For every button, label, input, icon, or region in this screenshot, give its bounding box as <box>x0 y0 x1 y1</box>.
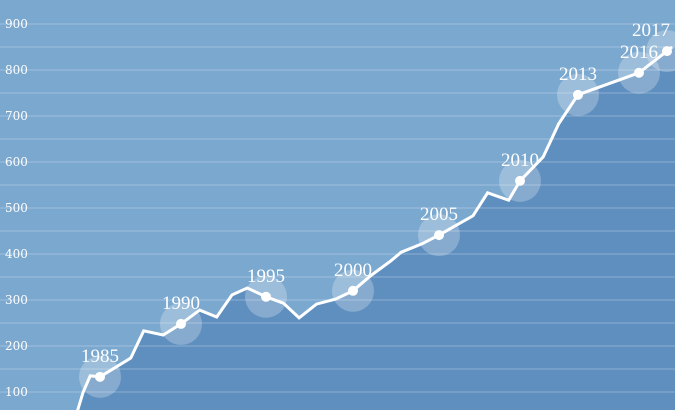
year-label: 1995 <box>247 266 285 287</box>
year-label: 2017 <box>632 20 670 41</box>
y-tick-label: 200 <box>5 339 28 353</box>
highlight-halo <box>646 30 675 73</box>
y-tick-label: 500 <box>5 201 28 215</box>
y-tick-label: 700 <box>5 109 28 123</box>
year-label: 2016 <box>620 42 658 63</box>
y-tick-label: 800 <box>5 63 28 77</box>
data-point-marker <box>95 371 105 382</box>
data-point-marker <box>348 285 358 296</box>
y-tick-label: 100 <box>5 385 28 399</box>
y-tick-label: 600 <box>5 155 28 169</box>
year-label: 2000 <box>334 260 372 281</box>
year-label: 2010 <box>501 150 539 171</box>
data-point-marker <box>634 67 644 78</box>
data-point-marker <box>573 89 583 100</box>
data-point-marker <box>434 230 444 241</box>
y-tick-label: 300 <box>5 293 28 307</box>
data-point-marker <box>662 46 672 57</box>
data-point-marker <box>176 318 186 329</box>
year-label: 1990 <box>162 293 200 314</box>
year-label: 2013 <box>559 64 597 85</box>
data-point-marker <box>515 175 525 186</box>
year-label: 2005 <box>420 204 458 225</box>
series-line <box>76 45 674 410</box>
y-tick-label: 400 <box>5 247 28 261</box>
y-tick-label: 900 <box>5 17 28 31</box>
area-fill <box>77 47 675 410</box>
year-label: 1985 <box>81 346 119 367</box>
data-point-marker <box>261 291 271 302</box>
